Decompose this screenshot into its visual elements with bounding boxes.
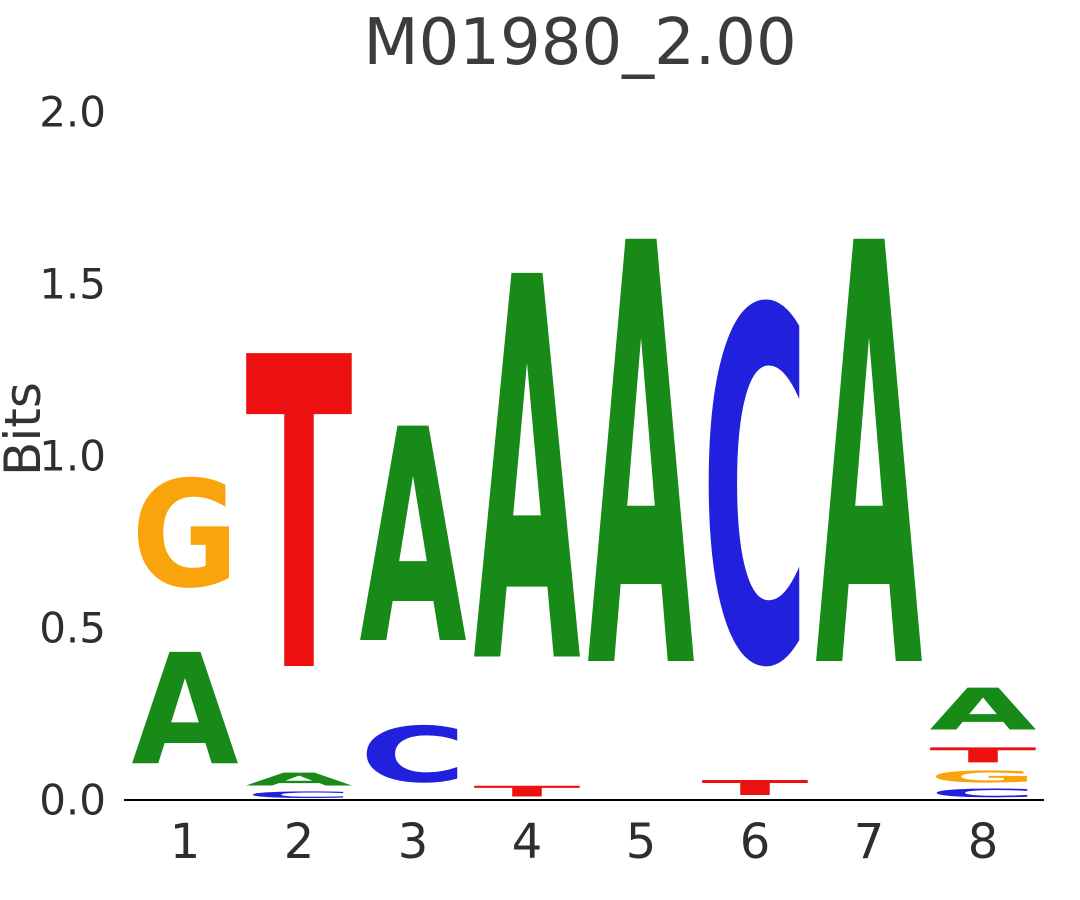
y-tick-label: 1.0: [39, 432, 106, 481]
logo-letter-C: C: [359, 711, 466, 800]
logo-letter-A: A: [245, 769, 352, 790]
y-tick-label: 0.5: [39, 604, 106, 653]
logo-letter-G: G: [929, 767, 1036, 786]
logo-letter-C: C: [929, 786, 1036, 800]
logo-letter-A: A: [815, 125, 923, 799]
x-tick-label: 7: [854, 814, 885, 870]
logo-letter-A: A: [131, 623, 238, 800]
x-tick-label: 8: [968, 814, 999, 870]
logo-letter-C: C: [701, 210, 808, 775]
x-tick-label: 6: [740, 814, 771, 870]
logo-letter-A: A: [359, 369, 466, 711]
logo-letter-T: T: [245, 269, 353, 768]
x-tick-label: 2: [284, 814, 315, 870]
logo-letter-T: T: [701, 776, 808, 800]
y-tick-label: 1.5: [39, 260, 106, 309]
logo-letter-T: T: [473, 783, 580, 800]
x-tick-label: 5: [626, 814, 657, 870]
x-tick-label: 3: [398, 814, 429, 870]
logo-letter-A: A: [473, 168, 581, 781]
logo-letter-G: G: [131, 449, 238, 620]
logo-letter-A: A: [929, 676, 1036, 743]
chart-title: M01980_2.00: [363, 6, 797, 80]
x-tick-label: 1: [170, 814, 201, 870]
logo-letter-A: A: [587, 125, 695, 799]
y-tick-label: 0.0: [39, 776, 106, 825]
x-tick-label: 4: [512, 814, 543, 870]
y-tick-label: 2.0: [39, 88, 106, 137]
logo-letter-C: C: [245, 790, 352, 800]
logo-letter-T: T: [929, 743, 1036, 767]
